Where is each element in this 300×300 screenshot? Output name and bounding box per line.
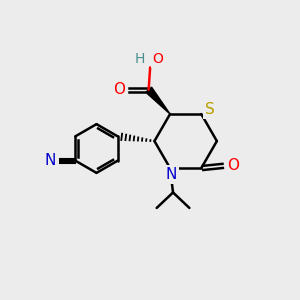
Text: O: O	[152, 52, 164, 66]
Text: N: N	[44, 153, 56, 168]
Text: H: H	[134, 52, 145, 66]
Text: C: C	[48, 153, 58, 167]
Text: O: O	[113, 82, 125, 97]
Text: O: O	[227, 158, 239, 172]
Polygon shape	[146, 87, 170, 114]
Text: S: S	[205, 102, 214, 117]
Text: N: N	[166, 167, 177, 182]
